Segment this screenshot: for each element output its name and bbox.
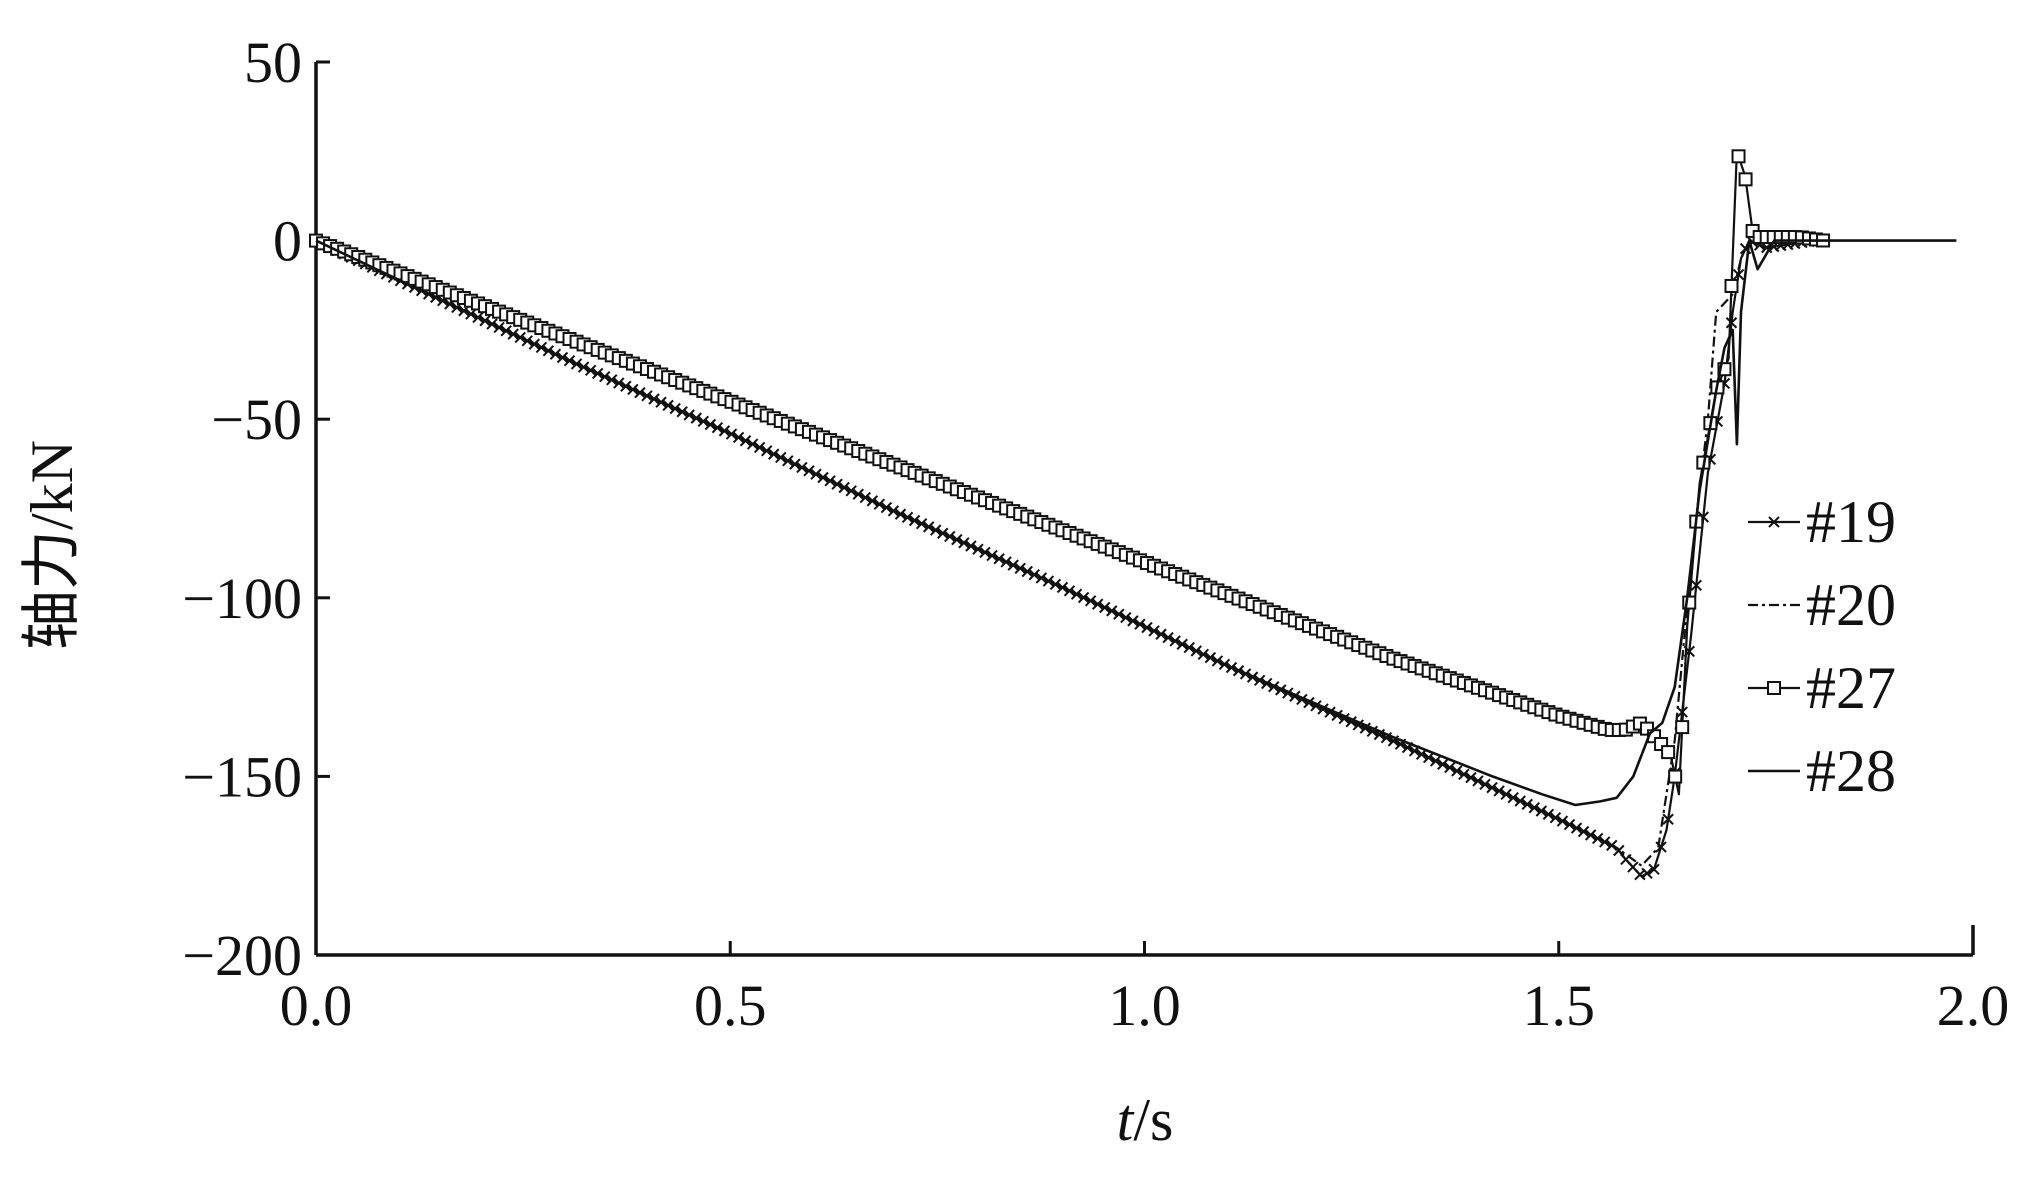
- axes: [314, 62, 1975, 957]
- legend-square-marker: [1767, 681, 1781, 695]
- series-19-x-marker: [1507, 791, 1519, 804]
- y-ticks: 50 0 −50 −100 −150 −200: [182, 30, 330, 988]
- series-19-x-marker: [1444, 761, 1456, 774]
- legend: #19 #20 #27 #28: [1748, 489, 1896, 804]
- series-line-27: [315, 150, 1825, 796]
- legend-label: #28: [1806, 738, 1896, 804]
- series-19-x-marker: [1528, 801, 1541, 814]
- y-tick-label: −100: [182, 566, 302, 631]
- series-19-x-marker: [1521, 798, 1533, 811]
- y-tick-label: 0: [273, 209, 302, 274]
- x-tick-label: 0.0: [280, 973, 353, 1038]
- series-19-x-marker: [1465, 771, 1477, 784]
- series-19-x-marker: [1648, 863, 1660, 875]
- y-tick-label: −150: [182, 744, 302, 809]
- x-tick-label: 1.5: [1523, 973, 1596, 1038]
- series-27: [309, 149, 1831, 796]
- series-19-x-marker: [1451, 765, 1463, 777]
- series-27-square-marker: [1738, 172, 1753, 187]
- legend-item: #27: [1748, 655, 1896, 721]
- series-27-square-marker: [1668, 769, 1683, 784]
- series-19-x-marker: [1500, 788, 1512, 801]
- series-line-28: [315, 239, 1957, 807]
- legend-item: #28: [1748, 738, 1896, 804]
- x-tick-label: 1.0: [1108, 973, 1181, 1038]
- series-19-x-marker: [1690, 579, 1702, 592]
- legend-label: #27: [1806, 655, 1896, 721]
- x-axis-title-unit: /s: [1133, 1087, 1173, 1153]
- y-tick-label: 50: [244, 30, 302, 95]
- series-27-square-marker: [1661, 745, 1676, 760]
- series-19-x-marker: [1563, 818, 1576, 831]
- series-28: [315, 239, 1957, 807]
- legend-item: #19: [1748, 489, 1896, 555]
- series-19-x-marker: [1577, 825, 1590, 838]
- legend-label: #19: [1806, 489, 1896, 555]
- series-27-square-marker: [1731, 149, 1746, 164]
- series-group: [309, 149, 1957, 881]
- series-19-x-marker: [1725, 317, 1738, 329]
- y-axis-title: 轴力/kN: [19, 440, 85, 650]
- y-tick-label: −50: [211, 387, 302, 452]
- legend-x-marker: [1768, 516, 1780, 528]
- series-19-x-marker: [1641, 867, 1653, 880]
- series-line-19: [315, 239, 1816, 878]
- legend-label: #20: [1806, 572, 1896, 638]
- x-ticks: 0.0 0.5 1.0 1.5 2.0: [280, 941, 2010, 1038]
- legend-item: #20: [1748, 572, 1896, 638]
- x-tick-label: 2.0: [1937, 973, 2010, 1038]
- y-tick-label: −200: [182, 923, 302, 988]
- series-19-x-marker: [1556, 815, 1569, 827]
- series-19-x-marker: [1662, 813, 1674, 825]
- series-27-square-marker: [1675, 720, 1690, 735]
- x-axis-title-symbol: t: [1117, 1087, 1135, 1153]
- series-19-x-marker: [1732, 268, 1745, 281]
- x-axis-title: t/s: [1117, 1087, 1174, 1153]
- series-19-x-marker: [1584, 829, 1597, 841]
- x-tick-label: 0.5: [694, 973, 767, 1038]
- series-27-square-marker: [1724, 278, 1739, 293]
